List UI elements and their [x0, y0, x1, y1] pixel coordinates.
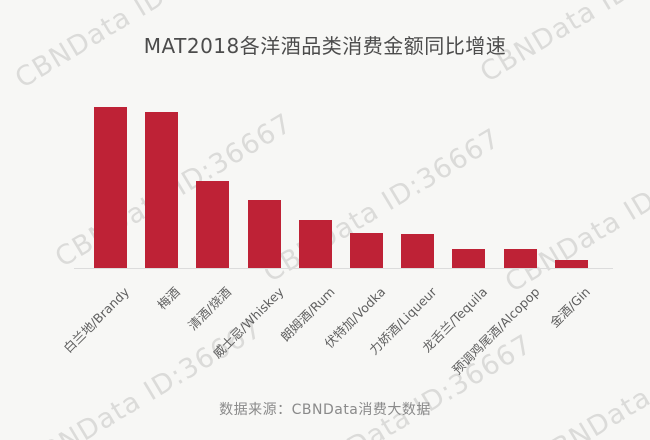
category-label-10: 金酒/Gin	[547, 284, 594, 331]
bar-5	[299, 220, 332, 268]
category-label-3: 清酒/烧酒	[185, 284, 235, 334]
category-label-2: 梅酒	[154, 284, 184, 313]
bar-10	[555, 260, 588, 268]
bar-6	[350, 233, 383, 268]
bar-8	[452, 249, 485, 268]
bar-3	[196, 181, 229, 268]
category-label-1: 白兰地/Brandy	[60, 284, 133, 356]
data-source-note: 数据来源：CBNData消费大数据	[219, 402, 431, 418]
bar-9	[504, 249, 537, 268]
chart-title: MAT2018各洋酒品类消费金额同比增速	[143, 34, 507, 58]
bar-4	[248, 200, 281, 268]
bar-7	[401, 234, 434, 268]
x-axis-line	[74, 268, 613, 269]
bar-2	[145, 112, 178, 268]
bar-1	[94, 107, 127, 268]
